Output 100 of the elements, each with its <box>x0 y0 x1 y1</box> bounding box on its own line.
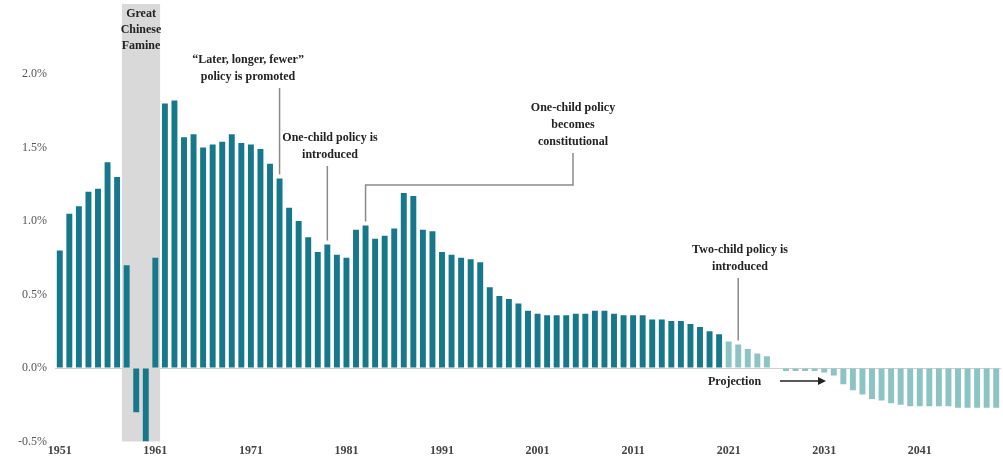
y-tick-label: 2.0% <box>22 66 47 81</box>
bar <box>257 148 264 368</box>
bar <box>897 368 904 405</box>
bar <box>763 356 770 368</box>
bar <box>486 287 493 368</box>
x-tick-label: 2031 <box>812 442 837 457</box>
bar <box>467 259 474 368</box>
bar <box>353 229 359 368</box>
bar <box>429 231 436 368</box>
bar <box>611 313 617 368</box>
bar <box>95 188 101 368</box>
bar <box>104 162 111 368</box>
bar <box>142 368 149 442</box>
bar <box>601 310 608 368</box>
bar <box>630 315 637 368</box>
bar <box>677 321 684 368</box>
bar <box>343 257 350 368</box>
bar <box>219 141 226 368</box>
bar <box>515 303 522 368</box>
bar <box>935 368 942 407</box>
bar <box>123 265 130 368</box>
x-tick-label: 1961 <box>143 442 168 457</box>
bar <box>582 313 589 368</box>
y-tick-label: 1.0% <box>22 213 47 228</box>
bar <box>56 250 63 368</box>
bar <box>725 341 732 368</box>
bar <box>974 368 981 408</box>
bar <box>983 368 990 408</box>
bar <box>964 368 971 408</box>
bar <box>66 213 73 368</box>
bar <box>658 319 665 368</box>
bar <box>744 348 751 368</box>
bar <box>181 137 187 368</box>
bar <box>496 296 503 368</box>
x-tick-label: 1971 <box>238 442 263 457</box>
bar <box>697 326 703 368</box>
bar <box>228 134 235 368</box>
annotation: Projection <box>708 374 762 388</box>
bar <box>907 368 914 407</box>
x-tick-label: 2021 <box>716 442 741 457</box>
bar <box>333 254 340 368</box>
bar <box>161 103 168 368</box>
bar <box>200 147 207 368</box>
bar <box>668 321 675 368</box>
bar <box>448 254 455 368</box>
bar <box>276 178 283 368</box>
bar <box>362 225 369 368</box>
bar <box>534 313 541 368</box>
bar <box>840 368 847 385</box>
bar <box>620 315 627 368</box>
bar <box>544 315 551 368</box>
y-tick-label: 0.0% <box>22 360 47 375</box>
bar <box>209 144 216 368</box>
bar <box>993 368 1000 408</box>
bar <box>314 251 321 368</box>
annotation: One-child policy is introduced <box>282 130 378 161</box>
y-tick-label: 1.5% <box>22 139 47 154</box>
bar <box>505 298 512 368</box>
bar <box>859 368 866 395</box>
bar <box>152 257 159 368</box>
x-tick-label: 2041 <box>907 442 932 457</box>
x-tick-label: 1991 <box>430 442 454 457</box>
bar <box>400 193 407 368</box>
bar <box>439 251 445 368</box>
bar <box>649 319 656 368</box>
annotation: “Later, longer, fewer” policy is promoted <box>192 52 304 83</box>
bar <box>286 207 293 368</box>
bar <box>945 368 952 407</box>
bar <box>563 315 570 368</box>
x-tick-label: 1981 <box>334 442 359 457</box>
bar <box>735 344 742 368</box>
x-tick-label: 2001 <box>525 442 550 457</box>
bar <box>572 313 579 368</box>
bar <box>247 144 254 368</box>
bar <box>133 368 140 413</box>
bar <box>391 228 398 368</box>
bar <box>849 368 856 391</box>
bar <box>267 163 273 368</box>
bar <box>381 235 388 368</box>
bar <box>888 368 895 404</box>
y-tick-label: 0.5% <box>22 286 47 301</box>
bar <box>305 237 312 368</box>
bar <box>458 257 465 368</box>
bar <box>190 134 197 368</box>
bar <box>706 331 713 368</box>
bar <box>238 143 245 368</box>
bar <box>419 229 426 368</box>
bar <box>955 368 961 408</box>
bar <box>869 368 875 399</box>
bar <box>916 368 923 407</box>
bar <box>878 368 885 401</box>
band-label: Great Chinese Famine <box>120 6 163 52</box>
bar <box>754 353 761 368</box>
bar <box>716 334 723 368</box>
bar <box>477 262 484 368</box>
y-tick-label: -0.5% <box>18 433 47 448</box>
bar <box>114 176 121 368</box>
bar <box>553 315 560 368</box>
bar <box>410 196 417 368</box>
bar <box>295 221 302 368</box>
